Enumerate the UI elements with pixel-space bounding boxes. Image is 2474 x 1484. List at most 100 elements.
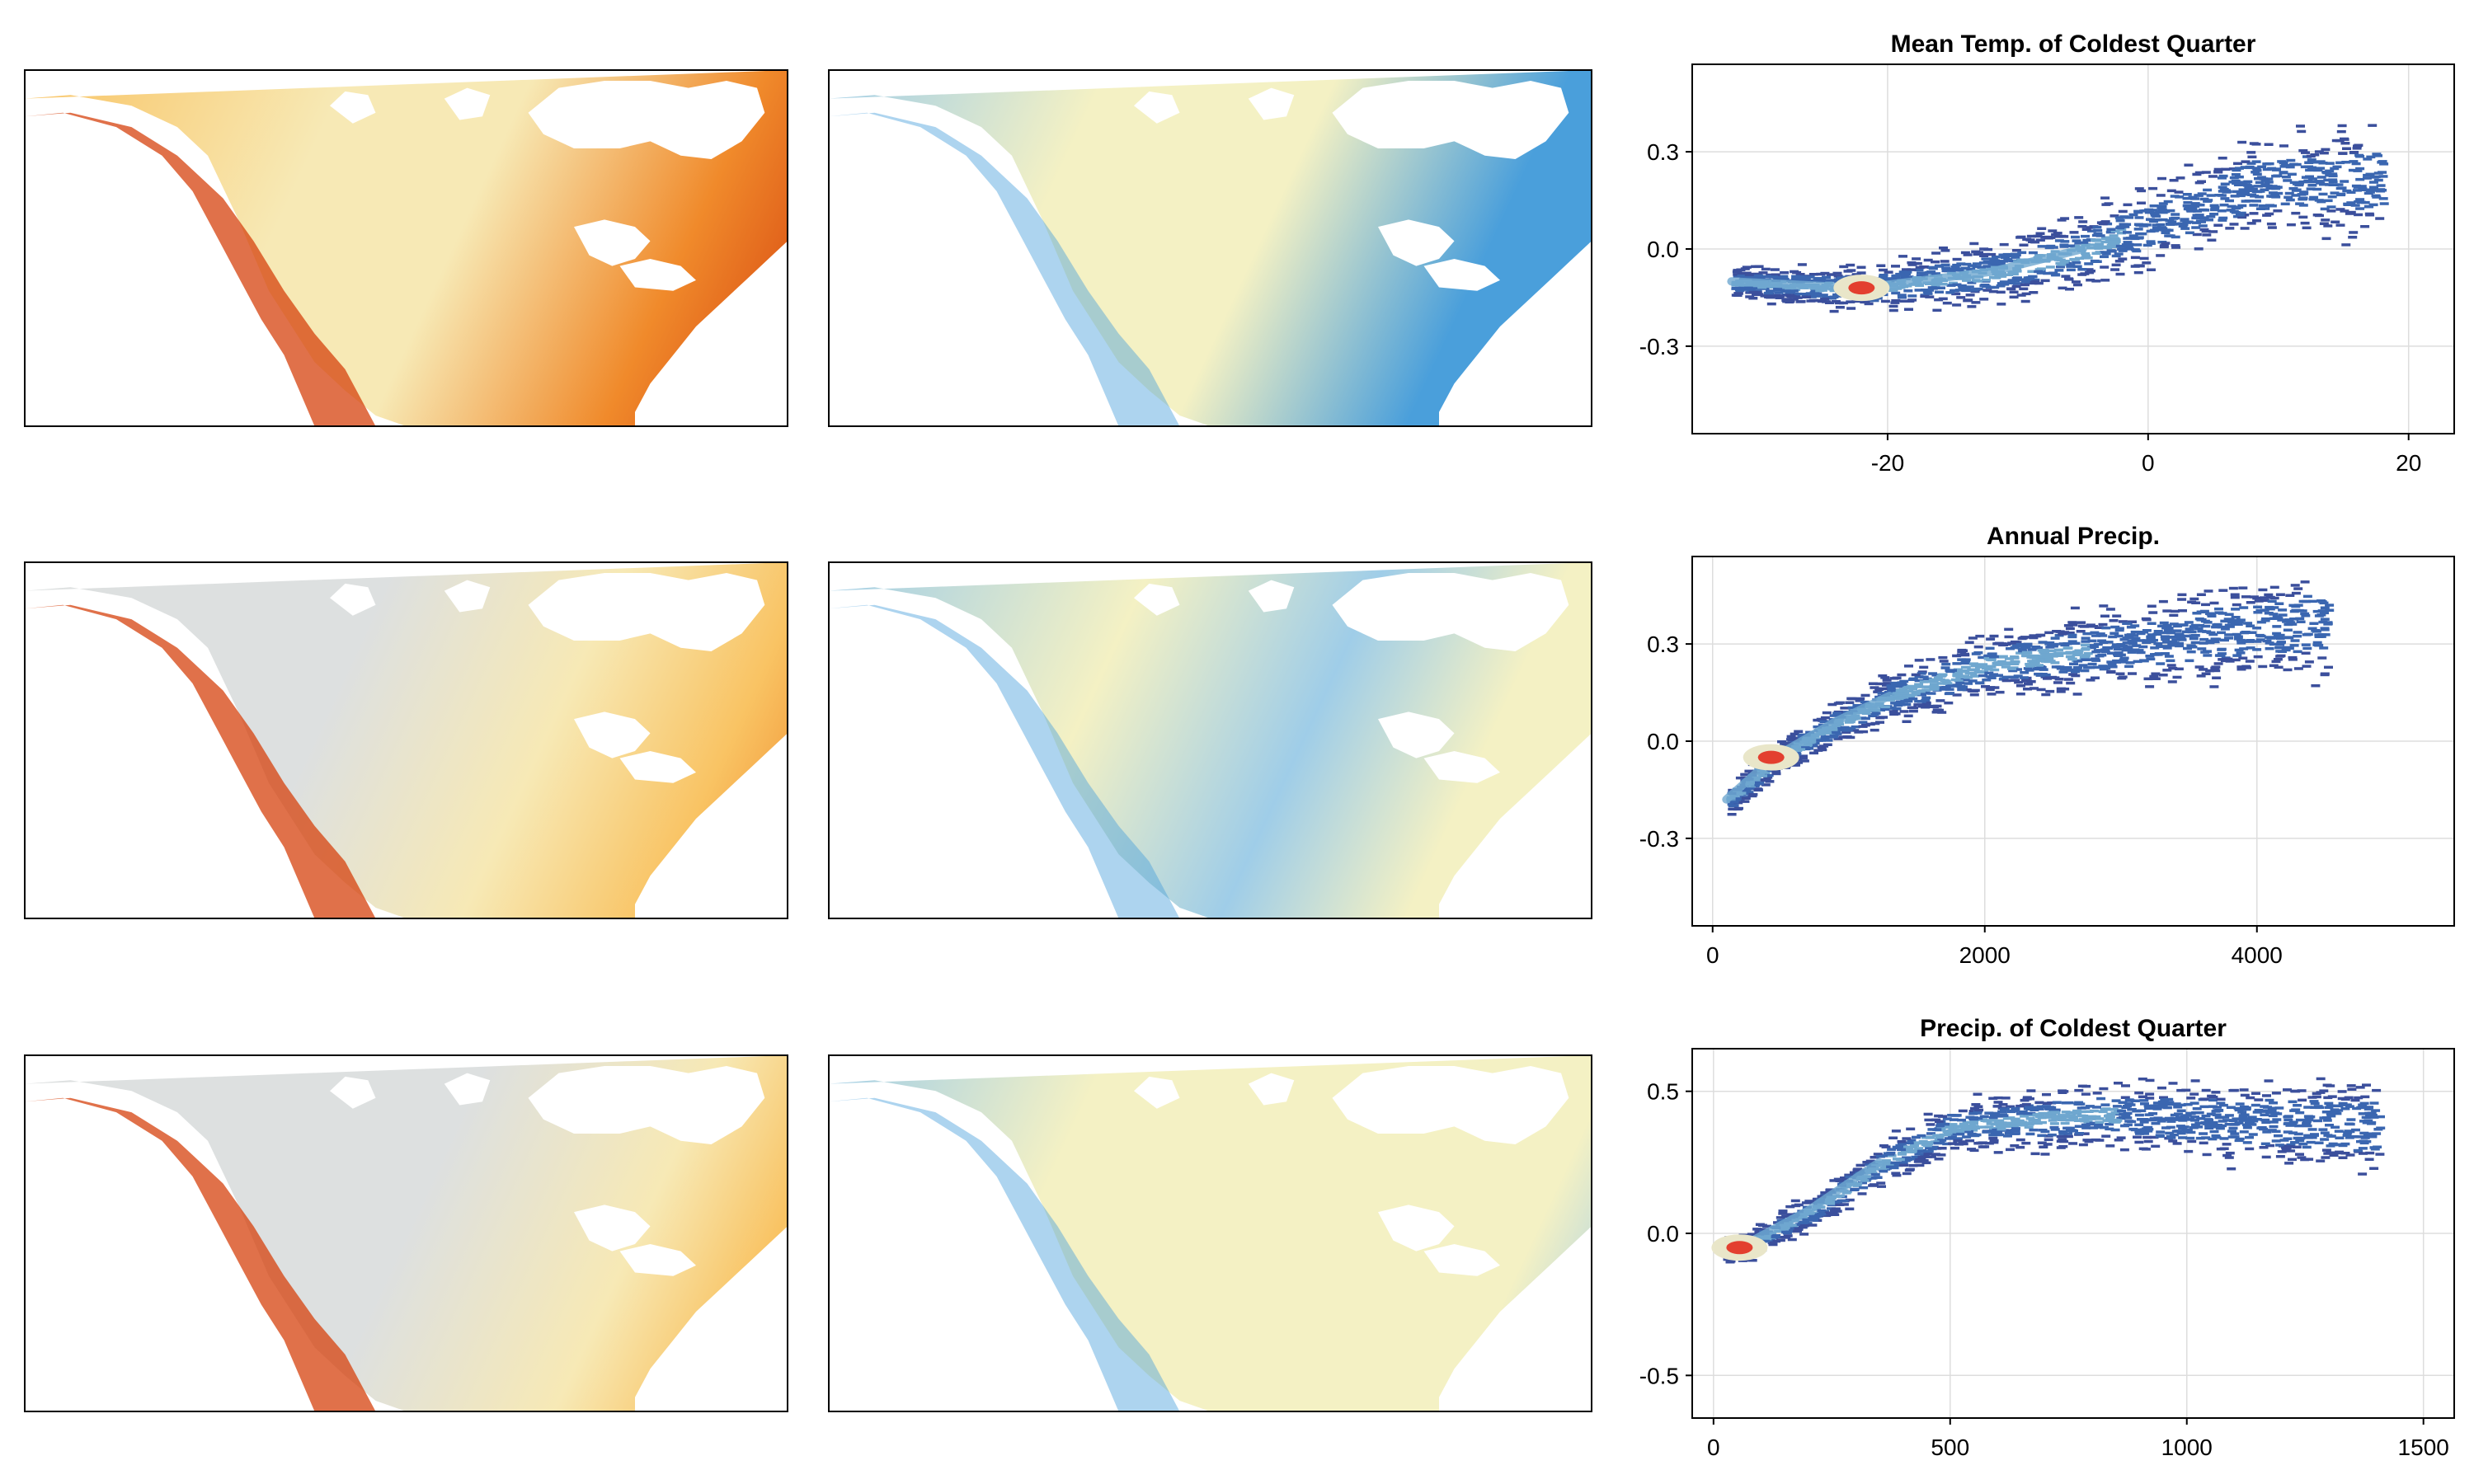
density-mark xyxy=(1735,289,1745,293)
density-mark xyxy=(2344,1096,2354,1100)
density-mark xyxy=(2164,1116,2174,1120)
density-mark xyxy=(2369,181,2378,184)
density-mark xyxy=(1790,270,1799,274)
density-mark xyxy=(2035,238,2045,242)
density-mark xyxy=(2274,1106,2284,1110)
density-mark xyxy=(2189,597,2199,601)
density-mark xyxy=(2025,1132,2035,1136)
density-mark xyxy=(2171,638,2181,641)
density-mark xyxy=(1906,684,1916,688)
density-mark xyxy=(2133,660,2142,664)
density-mark xyxy=(2034,1107,2044,1111)
density-mark xyxy=(2261,617,2270,621)
density-mark xyxy=(2110,229,2120,233)
density-mark xyxy=(2218,176,2227,180)
density-mark xyxy=(2286,1143,2296,1147)
land-area xyxy=(829,1055,1592,1411)
density-mark xyxy=(2323,224,2333,228)
density-mark xyxy=(2363,1119,2373,1122)
density-mark xyxy=(2310,1101,2320,1106)
density-mark xyxy=(2283,179,2293,182)
density-mark xyxy=(2209,204,2219,208)
density-mark xyxy=(1742,789,1752,793)
density-mark xyxy=(2234,175,2244,179)
density-mark xyxy=(1935,290,1944,294)
density-mark xyxy=(1931,1153,1940,1156)
density-mark xyxy=(2265,641,2274,645)
density-mark xyxy=(2182,204,2192,208)
density-hotspot xyxy=(1848,281,1875,295)
density-mark xyxy=(1914,268,1924,272)
density-mark xyxy=(2101,236,2110,239)
density-mark xyxy=(2012,641,2022,644)
density-mark xyxy=(2277,1150,2287,1153)
density-mark xyxy=(2090,645,2099,648)
density-mark xyxy=(2269,1120,2279,1124)
density-mark xyxy=(2325,608,2335,612)
density-mark xyxy=(2067,621,2077,624)
density-mark xyxy=(2224,1123,2234,1126)
density-mark xyxy=(1902,686,1912,690)
density-mark xyxy=(2325,603,2335,607)
density-mark xyxy=(1855,699,1865,702)
density-mark xyxy=(2065,627,2075,631)
density-mark xyxy=(1985,665,1995,669)
density-mark xyxy=(2201,171,2211,174)
density-mark xyxy=(2338,1156,2348,1159)
density-mark xyxy=(2273,1112,2283,1115)
density-mark xyxy=(1948,1123,1958,1126)
density-mark xyxy=(1992,276,2001,279)
density-mark xyxy=(2320,1138,2330,1141)
density-mark xyxy=(1841,1191,1851,1195)
density-mark xyxy=(1907,294,1917,298)
density-mark xyxy=(2010,1129,2020,1132)
density-mark xyxy=(1882,1161,1892,1164)
density-mark xyxy=(1902,696,1912,700)
density-mark xyxy=(2086,279,2095,282)
density-mark xyxy=(2204,1126,2214,1129)
density-mark xyxy=(2302,1120,2312,1124)
density-mark xyxy=(2253,605,2263,608)
density-mark xyxy=(2194,627,2204,631)
density-mark xyxy=(2186,1097,2196,1100)
density-mark xyxy=(1952,257,1962,261)
density-mark xyxy=(1745,782,1755,787)
density-mark xyxy=(1737,275,1747,278)
density-mark xyxy=(2279,165,2289,168)
density-mark xyxy=(1862,1175,1871,1178)
density-mark xyxy=(2252,627,2262,630)
density-mark xyxy=(2204,1124,2214,1127)
density-mark xyxy=(2208,1096,2218,1099)
density-mark xyxy=(1846,697,1856,701)
density-mark xyxy=(2303,1134,2313,1138)
density-mark xyxy=(1945,692,1955,695)
density-mark xyxy=(2081,648,2091,651)
density-mark xyxy=(1783,298,1793,303)
density-mark xyxy=(2142,639,2152,642)
density-mark xyxy=(2320,618,2330,621)
density-mark xyxy=(1878,687,1888,691)
density-mark xyxy=(1981,257,1991,261)
density-mark xyxy=(2360,1095,2370,1099)
density-mark xyxy=(1776,1216,1785,1219)
density-mark xyxy=(1987,252,1997,256)
density-mark xyxy=(2232,168,2241,172)
density-mark xyxy=(1880,707,1890,711)
density-mark xyxy=(1973,645,1983,649)
density-mark xyxy=(2275,633,2285,637)
density-mark xyxy=(1931,1118,1941,1122)
density-mark xyxy=(2201,672,2211,675)
density-mark xyxy=(2211,1091,2221,1094)
density-mark xyxy=(1985,688,1995,692)
density-mark xyxy=(2233,637,2243,641)
density-mark xyxy=(2311,629,2321,632)
density-mark xyxy=(1968,1116,1978,1120)
density-mark xyxy=(2190,1119,2199,1122)
density-mark xyxy=(2110,1111,2120,1115)
density-mark xyxy=(2079,241,2089,245)
density-mark xyxy=(2128,640,2138,643)
density-mark xyxy=(2298,1098,2307,1102)
density-mark xyxy=(2351,162,2361,166)
density-mark xyxy=(1750,286,1760,290)
density-mark xyxy=(2326,1114,2336,1118)
